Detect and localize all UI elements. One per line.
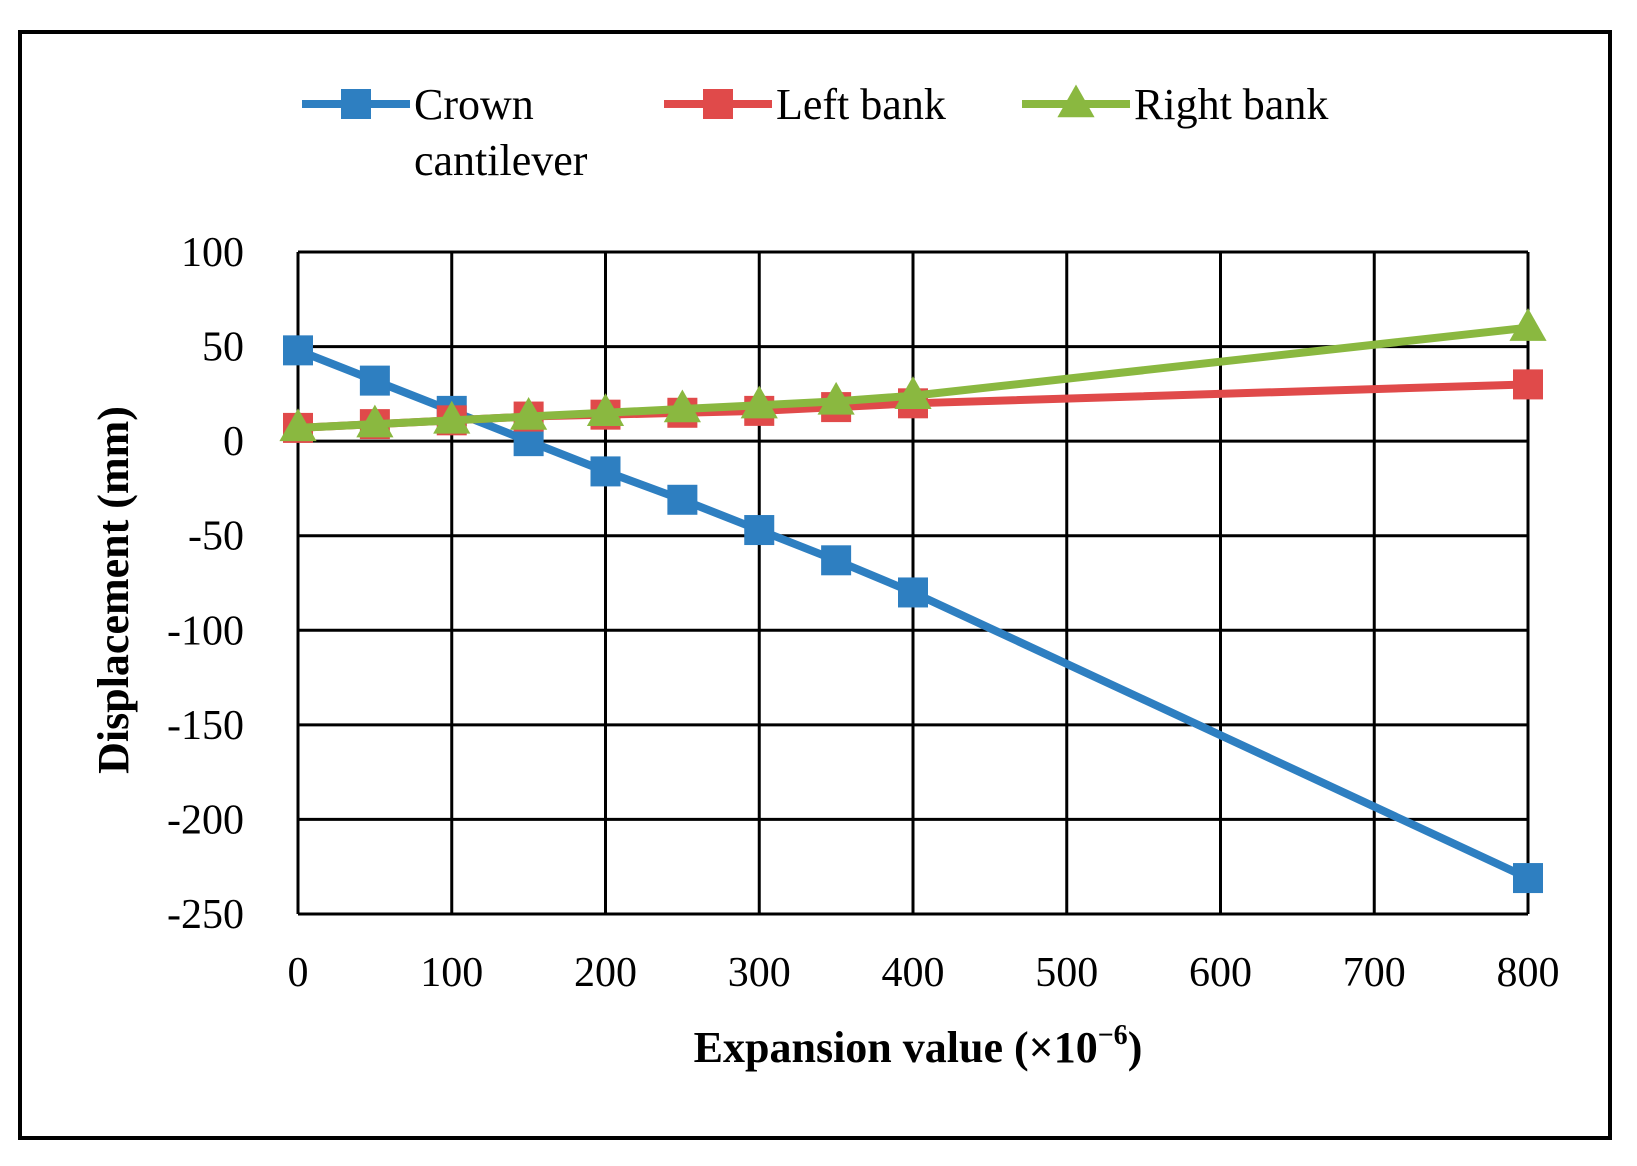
x-tick-label: 800 (1497, 950, 1560, 996)
legend-marker-right-bank (1057, 84, 1095, 118)
x-tick-labels: 0 100 200 300 400 500 600 700 800 (288, 950, 1560, 996)
legend-marker-left-bank (703, 89, 733, 119)
right-bank-point (279, 408, 317, 442)
x-tick-label: 600 (1189, 950, 1252, 996)
crown-cantilever-point (744, 515, 775, 546)
legend-label-crown-cantilever: Crown (414, 80, 534, 129)
crown-cantilever-point (821, 545, 852, 576)
y-tick-label: -250 (167, 892, 244, 938)
crown-cantilever-point (283, 335, 313, 366)
legend-item-left-bank: Left bank (664, 80, 946, 129)
legend-item-crown-cantilever: Crown cantilever (302, 80, 588, 185)
crown-cantilever-line (296, 346, 1530, 882)
x-tick-label: 500 (1035, 950, 1098, 996)
x-axis-title: Expansion value (×10−6) (694, 1020, 1143, 1072)
y-tick-label: 100 (181, 230, 244, 276)
x-tick-label: 0 (288, 950, 309, 996)
right-bank-point (740, 385, 778, 419)
right-bank-point (433, 400, 471, 434)
crown-cantilever-series (283, 335, 1543, 894)
right-bank-series (279, 308, 1547, 442)
legend-label-crown-cantilever: cantilever (414, 136, 588, 185)
crown-cantilever-point (898, 577, 928, 608)
y-tick-labels: 100 50 0 -50 -100 -150 -200 -250 (167, 230, 244, 938)
y-axis-title: Displacement (mm) (89, 406, 138, 774)
chart-frame (18, 30, 1612, 1140)
right-bank-point (586, 393, 625, 427)
right-bank-point (510, 397, 548, 430)
right-bank-point (1509, 308, 1547, 341)
legend-label-right-bank: Right bank (1134, 80, 1328, 129)
y-tick-label: -50 (188, 514, 244, 560)
right-bank-point (663, 389, 701, 423)
y-tick-label: -100 (167, 608, 244, 654)
right-bank-point (894, 376, 932, 409)
x-tick-label: 100 (420, 950, 483, 996)
y-tick-label: 50 (202, 325, 244, 371)
crown-cantilever-point (590, 456, 621, 487)
crown-cantilever-point (1513, 863, 1543, 894)
crown-cantilever-point (359, 365, 390, 396)
x-tick-label: 700 (1343, 950, 1406, 996)
right-bank-point (817, 381, 855, 415)
x-tick-label: 300 (728, 950, 791, 996)
y-tick-label: -200 (167, 797, 244, 843)
x-tick-label: 400 (882, 950, 945, 996)
x-tick-label: 200 (574, 950, 637, 996)
legend-item-right-bank: Right bank (1022, 80, 1328, 129)
series-layer (279, 308, 1547, 894)
right-bank-line (297, 323, 1529, 432)
right-bank-point (356, 404, 394, 438)
legend: Crown cantilever Left bank Right bank (302, 80, 1328, 185)
legend-label-left-bank: Left bank (776, 80, 946, 129)
crown-cantilever-point (667, 484, 698, 515)
legend-marker-crown-cantilever (341, 89, 371, 119)
y-tick-label: -150 (167, 703, 244, 749)
left-bank-point (1513, 369, 1543, 400)
y-tick-label: 0 (223, 419, 244, 465)
